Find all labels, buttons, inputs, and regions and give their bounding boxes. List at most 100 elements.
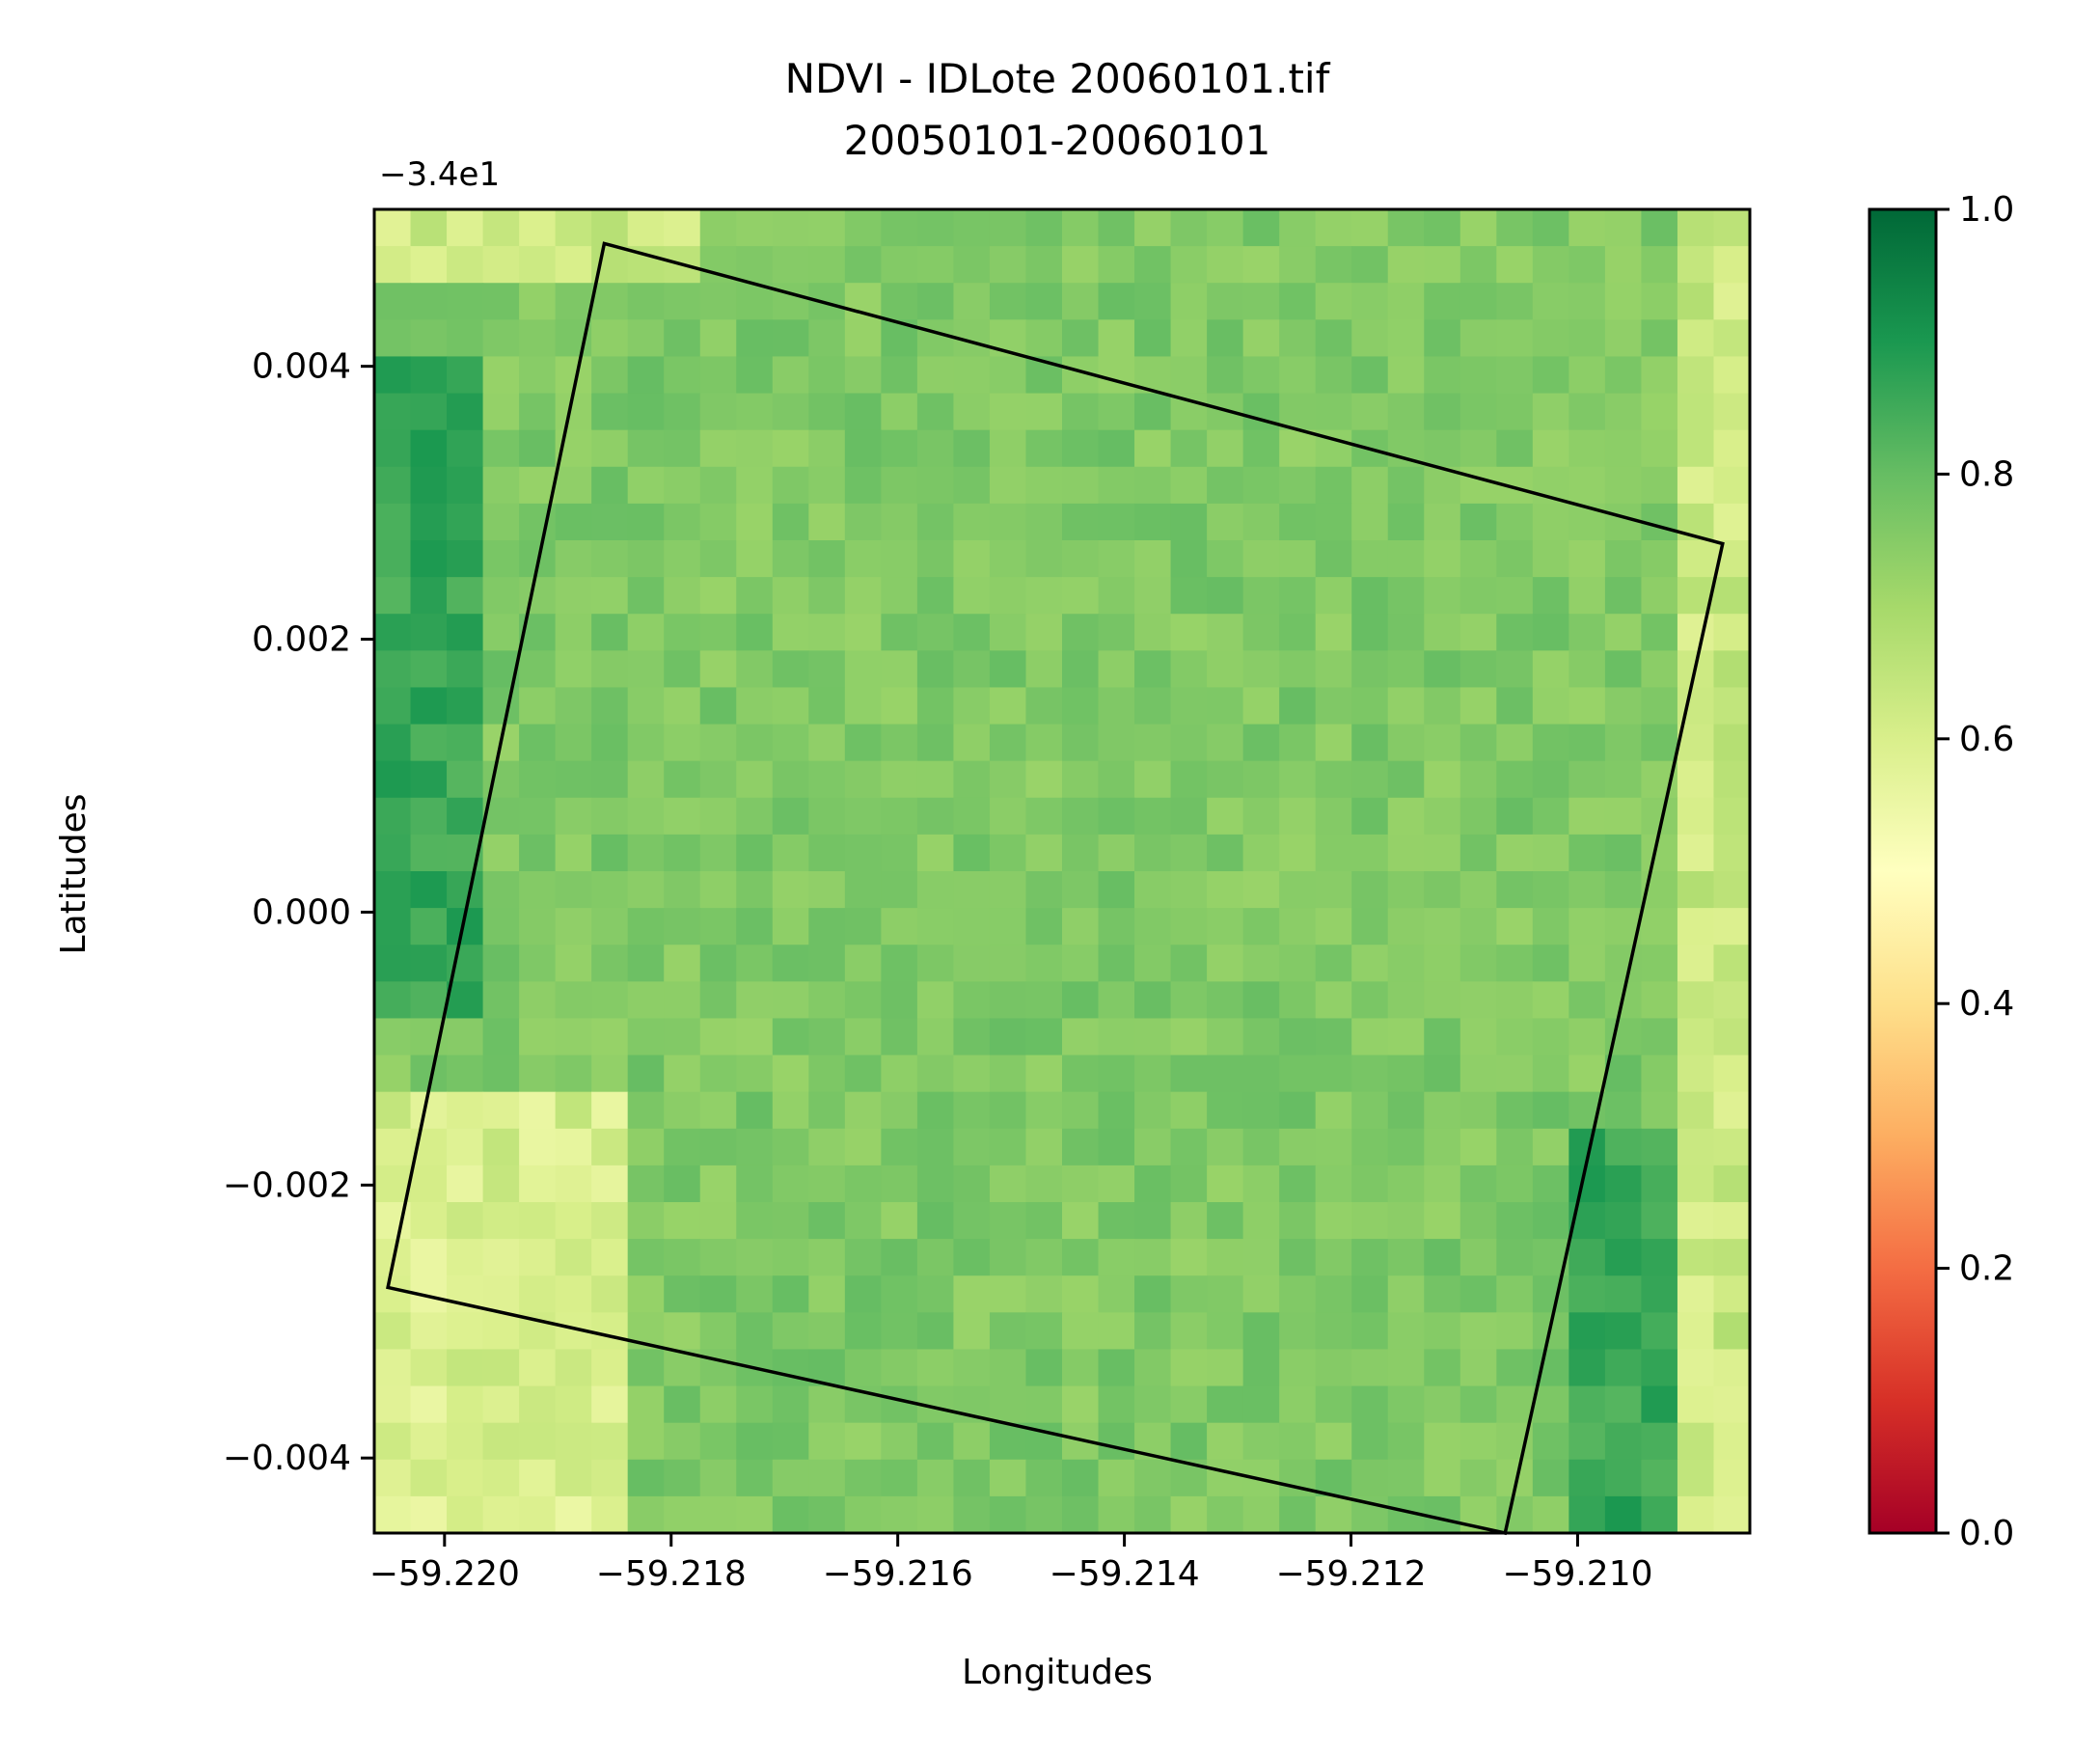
heatmap-cell <box>591 908 629 946</box>
heatmap-cell <box>1170 1165 1208 1203</box>
heatmap-cell <box>1424 834 1461 872</box>
heatmap-cell <box>664 1128 701 1166</box>
heatmap-cell <box>1207 429 1244 468</box>
heatmap-cell <box>1459 650 1497 689</box>
heatmap-cell <box>1568 540 1606 578</box>
heatmap-cell <box>410 1459 448 1497</box>
heatmap-cell <box>1351 1239 1389 1276</box>
heatmap-cell <box>881 1165 918 1203</box>
heatmap-cell <box>410 503 448 541</box>
heatmap-cell <box>699 1459 737 1497</box>
heatmap-cell <box>1279 466 1317 505</box>
heatmap-cell <box>1424 1275 1461 1313</box>
heatmap-cell <box>916 724 955 762</box>
heatmap-cell <box>1315 577 1352 615</box>
heatmap-cell <box>1279 1312 1317 1351</box>
heatmap-cell <box>1496 1349 1534 1387</box>
heatmap-cell <box>1098 687 1135 726</box>
heatmap-cell <box>916 209 955 247</box>
heatmap-cell <box>1424 1349 1461 1387</box>
heatmap-cell <box>374 797 412 836</box>
plot-frame <box>372 207 1752 1535</box>
heatmap-cell <box>1170 1422 1208 1461</box>
heatmap-cell <box>1025 540 1063 578</box>
heatmap-cell <box>410 393 448 431</box>
heatmap-cell <box>989 1349 1027 1387</box>
heatmap-cell <box>1279 871 1317 909</box>
heatmap-cell <box>1532 797 1569 836</box>
heatmap-cell <box>1459 687 1497 726</box>
heatmap-cell <box>1025 1202 1063 1240</box>
heatmap-cell <box>519 1055 557 1093</box>
heatmap-cell <box>664 319 701 358</box>
heatmap-cell <box>519 393 557 431</box>
heatmap-cell <box>1496 1312 1534 1351</box>
heatmap-cell <box>1170 1055 1208 1093</box>
heatmap-cell <box>699 687 737 726</box>
heatmap-cell <box>1062 540 1100 578</box>
heatmap-cell <box>1134 1128 1172 1166</box>
heatmap-cell <box>1459 577 1497 615</box>
heatmap-cell <box>664 577 701 615</box>
heatmap-cell <box>1496 1202 1534 1240</box>
heatmap-cell <box>627 1202 665 1240</box>
heatmap-cell <box>881 356 918 395</box>
heatmap-cell <box>1170 577 1208 615</box>
heatmap-cell <box>1315 209 1352 247</box>
heatmap-cell <box>1424 540 1461 578</box>
heatmap-cell <box>1496 393 1534 431</box>
heatmap-cell <box>1713 687 1751 726</box>
heatmap-cell <box>482 687 520 726</box>
heatmap-cell <box>1134 981 1172 1020</box>
heatmap-cell <box>591 760 629 799</box>
heatmap-cell <box>916 834 955 872</box>
heatmap-cell <box>1604 1385 1643 1424</box>
heatmap-cell <box>519 1275 557 1313</box>
heatmap-cell <box>1025 1459 1063 1497</box>
heatmap-cell <box>664 724 701 762</box>
heatmap-cell <box>1568 614 1606 651</box>
heatmap-cell <box>519 724 557 762</box>
heatmap-cell <box>953 945 991 982</box>
heatmap-cell <box>1062 577 1100 615</box>
heatmap-cell <box>1242 356 1280 395</box>
heatmap-cell <box>519 577 557 615</box>
heatmap-cell <box>1351 1459 1389 1497</box>
heatmap-cell <box>1207 1202 1244 1240</box>
heatmap-cell <box>1496 1495 1534 1534</box>
heatmap-cell <box>1207 1239 1244 1276</box>
heatmap-cell <box>482 871 520 909</box>
heatmap-cell <box>1459 981 1497 1020</box>
heatmap-cell <box>916 945 955 982</box>
heatmap-cell <box>1207 503 1244 541</box>
heatmap-cell <box>1677 209 1715 247</box>
heatmap-cell <box>627 908 665 946</box>
heatmap-cell <box>1604 724 1643 762</box>
heatmap-cell <box>374 871 412 909</box>
heatmap-cell <box>844 797 882 836</box>
heatmap-cell <box>1025 614 1063 651</box>
heatmap-cell <box>591 981 629 1020</box>
x-tick-label: −59.220 <box>369 1554 520 1594</box>
heatmap-cell <box>1170 1312 1208 1351</box>
heatmap-cell <box>1098 1055 1135 1093</box>
heatmap-cell <box>1641 1459 1678 1497</box>
heatmap-cell <box>591 724 629 762</box>
heatmap-cell <box>627 871 665 909</box>
y-axis-ticks: 0.004 0.002 0.000 −0.002 −0.004 <box>223 347 374 1478</box>
heatmap-cell <box>1713 577 1751 615</box>
heatmap-cell <box>772 1349 809 1387</box>
heatmap-cell <box>844 1165 882 1203</box>
heatmap-cell <box>555 614 592 651</box>
heatmap-cell <box>736 503 774 541</box>
heatmap-cell <box>1459 871 1497 909</box>
heatmap-cell <box>1713 1385 1751 1424</box>
heatmap-cell <box>519 760 557 799</box>
heatmap-cell <box>1242 429 1280 468</box>
heatmap-cell <box>1134 650 1172 689</box>
heatmap-cell <box>916 1091 955 1130</box>
heatmap-cell <box>772 797 809 836</box>
heatmap-cell <box>1713 429 1751 468</box>
heatmap-cell <box>519 1018 557 1056</box>
heatmap-cell <box>664 1165 701 1203</box>
